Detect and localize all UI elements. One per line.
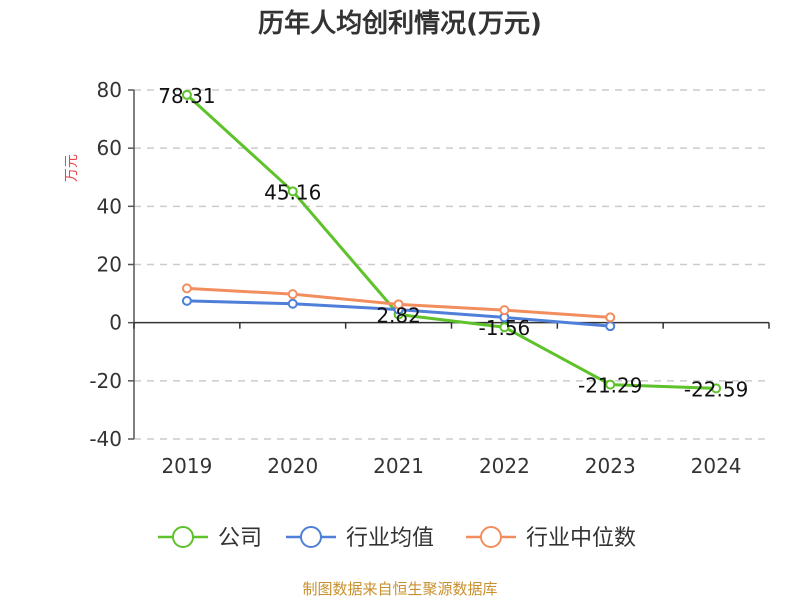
- data-labels: 78.31 45.16 2.82 -1.56 -21.29 -22.59: [158, 84, 748, 401]
- y-axis-label: 万元: [64, 154, 80, 182]
- x-tick-label: 2023: [585, 454, 636, 478]
- data-point[interactable]: [287, 298, 298, 309]
- x-tick-label: 2024: [691, 454, 742, 478]
- data-label: 45.16: [264, 180, 321, 204]
- axes: 80 60 40 20 0 -20 -40 2019 2020 2021 2022 2023 2024: [89, 78, 770, 478]
- data-point[interactable]: [711, 383, 722, 394]
- data-point[interactable]: [605, 321, 616, 332]
- legend-item[interactable]: 公司: [158, 526, 262, 551]
- y-tick-label: 60: [97, 136, 122, 160]
- x-tick-label: 2020: [267, 454, 318, 478]
- data-point[interactable]: [181, 295, 192, 306]
- legend-circle-icon: [480, 526, 502, 548]
- series-line: [185, 93, 717, 390]
- data-point[interactable]: [499, 322, 510, 333]
- legend-circle-icon: [172, 526, 194, 548]
- legend-item[interactable]: 行业均值: [286, 526, 434, 551]
- data-point[interactable]: [605, 312, 616, 323]
- y-tick-label: 20: [97, 253, 122, 277]
- legend-label: 行业中位数: [526, 526, 636, 551]
- data-label: -22.59: [684, 377, 748, 401]
- data-point[interactable]: [393, 299, 404, 310]
- grid-lines: [134, 89, 769, 440]
- data-point[interactable]: [181, 89, 192, 100]
- legend-circle-icon: [300, 526, 322, 548]
- x-tick-label: 2019: [161, 454, 212, 478]
- data-point[interactable]: [181, 283, 192, 294]
- y-tick-label: 0: [109, 311, 122, 335]
- series-lines: [181, 89, 722, 394]
- y-tick-label: -40: [89, 427, 122, 451]
- chart-title: 历年人均创利情况(万元): [258, 8, 542, 39]
- data-point[interactable]: [287, 186, 298, 197]
- legend-item[interactable]: 行业中位数: [466, 526, 636, 551]
- legend-label: 公司: [218, 526, 262, 551]
- data-point[interactable]: [287, 289, 298, 300]
- y-tick-label: 80: [97, 78, 122, 102]
- y-tick-label: -20: [89, 369, 122, 393]
- y-tick-label: 40: [97, 194, 122, 218]
- source-note: 制图数据来自恒生聚源数据库: [302, 580, 497, 598]
- data-point[interactable]: [605, 379, 616, 390]
- legend-label: 行业均值: [346, 526, 434, 551]
- x-tick-label: 2021: [373, 454, 424, 478]
- data-point[interactable]: [499, 305, 510, 316]
- data-label: -1.56: [479, 316, 531, 340]
- data-label: 2.82: [376, 303, 421, 327]
- x-tick-label: 2022: [479, 454, 530, 478]
- data-label: -21.29: [578, 374, 642, 398]
- legend[interactable]: 公司 行业均值 行业中位数: [158, 526, 636, 551]
- data-label: 78.31: [158, 84, 215, 108]
